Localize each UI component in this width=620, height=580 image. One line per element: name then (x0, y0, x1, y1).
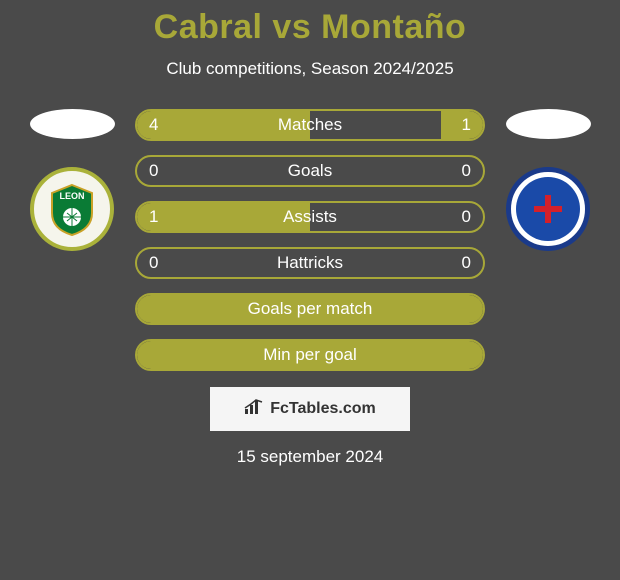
stat-value-left: 4 (149, 115, 158, 135)
comparison-card: Cabral vs Montaño Club competitions, Sea… (0, 0, 620, 467)
page-title: Cabral vs Montaño (154, 8, 467, 47)
stat-label: Assists (283, 207, 337, 227)
main-row: LEON 4 Matches 1 0 Goals 0 1 Assists 0 0 Hattricks… (0, 109, 620, 371)
stat-value-right: 0 (462, 253, 471, 273)
stat-label: Min per goal (263, 345, 357, 365)
stat-value-left: 1 (149, 207, 158, 227)
right-team-logo (506, 167, 590, 251)
left-column: LEON (27, 109, 117, 251)
leon-badge-icon: LEON (42, 179, 102, 239)
stat-row: 1 Assists 0 (135, 201, 485, 233)
cruz-azul-cross-icon (534, 195, 562, 223)
left-team-logo: LEON (30, 167, 114, 251)
right-player-placeholder (506, 109, 591, 139)
stat-label: Matches (278, 115, 342, 135)
stat-value-right: 0 (462, 161, 471, 181)
stat-row: 0 Hattricks 0 (135, 247, 485, 279)
subtitle: Club competitions, Season 2024/2025 (166, 59, 453, 79)
stat-label: Goals (288, 161, 332, 181)
stat-value-left: 0 (149, 161, 158, 181)
svg-text:LEON: LEON (59, 191, 84, 201)
stat-row: 0 Goals 0 (135, 155, 485, 187)
stat-row: 4 Matches 1 (135, 109, 485, 141)
stat-label: Hattricks (277, 253, 343, 273)
date-label: 15 september 2024 (237, 447, 384, 467)
stat-value-right: 1 (462, 115, 471, 135)
stat-value-right: 0 (462, 207, 471, 227)
watermark-text: FcTables.com (270, 400, 376, 418)
left-player-placeholder (30, 109, 115, 139)
cruz-azul-ring-icon (516, 177, 580, 241)
right-column (503, 109, 593, 251)
stats-column: 4 Matches 1 0 Goals 0 1 Assists 0 0 Hattricks 0 Goal… (135, 109, 485, 371)
stat-row: Goals per match (135, 293, 485, 325)
chart-icon (244, 399, 264, 420)
stat-row: Min per goal (135, 339, 485, 371)
watermark: FcTables.com (210, 387, 410, 431)
stat-value-left: 0 (149, 253, 158, 273)
stat-label: Goals per match (248, 299, 373, 319)
